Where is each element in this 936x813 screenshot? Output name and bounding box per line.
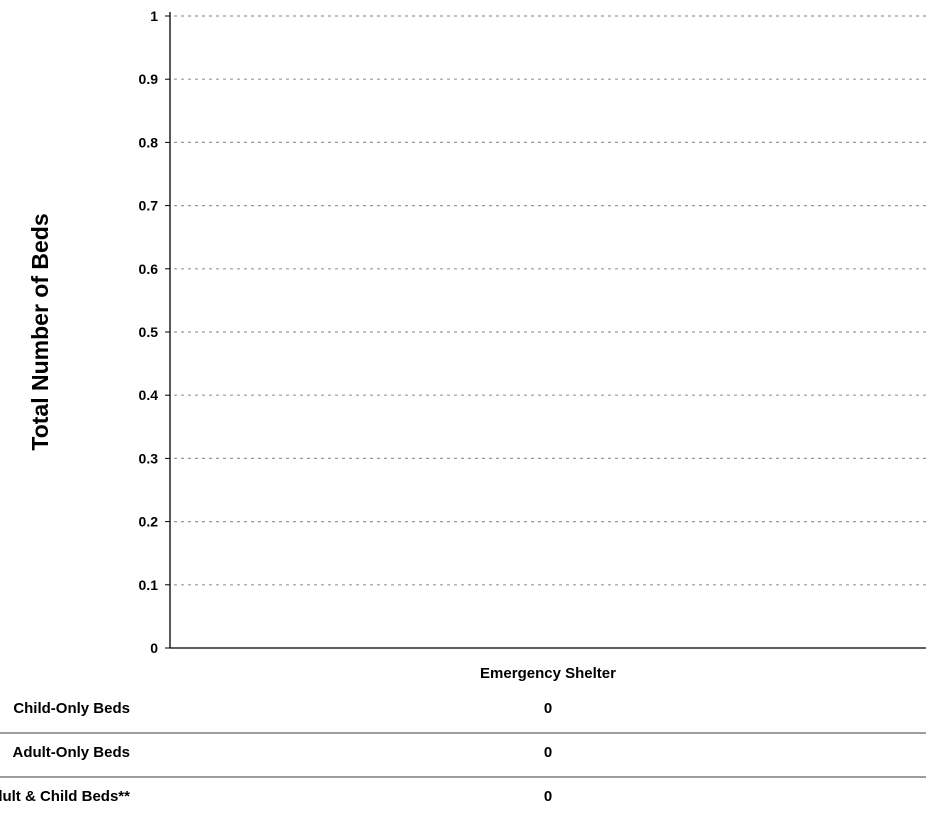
y-tick-label: 0	[150, 640, 158, 656]
y-tick-label: 0.2	[139, 514, 159, 530]
y-tick-label: 1	[150, 8, 158, 24]
y-tick-label: 0.8	[139, 134, 159, 150]
table-row-label: Adult-Only Beds	[12, 744, 130, 761]
table-row-label: Child-Only Beds	[13, 700, 130, 717]
y-tick-label: 0.6	[139, 261, 159, 277]
table-cell-value: 0	[544, 788, 552, 805]
data-table: Child-Only Beds 0 Adult-Only Beds 0 Adult & …	[0, 700, 926, 805]
y-tick-label: 0.3	[139, 450, 159, 466]
table-cell-value: 0	[544, 744, 552, 761]
y-axis-title: Total Number of Beds	[27, 213, 53, 450]
y-tick-label: 0.9	[139, 71, 159, 87]
y-tick-label: 0.1	[139, 577, 159, 593]
x-category-labels: Emergency Shelter	[480, 665, 616, 682]
gridlines	[165, 15, 926, 649]
y-tick-label: 0.7	[139, 198, 159, 214]
y-tick-labels: 0 0.1 0.2 0.3 0.4 0.5 0.6 0.7 0.8 0.9 1	[139, 8, 159, 656]
x-category-label: Emergency Shelter	[480, 665, 616, 682]
table-row-label: Adult & Child Beds**	[0, 788, 130, 805]
table-cell-value: 0	[544, 700, 552, 717]
y-tick-label: 0.5	[139, 324, 159, 340]
y-tick-label: 0.4	[139, 387, 159, 403]
